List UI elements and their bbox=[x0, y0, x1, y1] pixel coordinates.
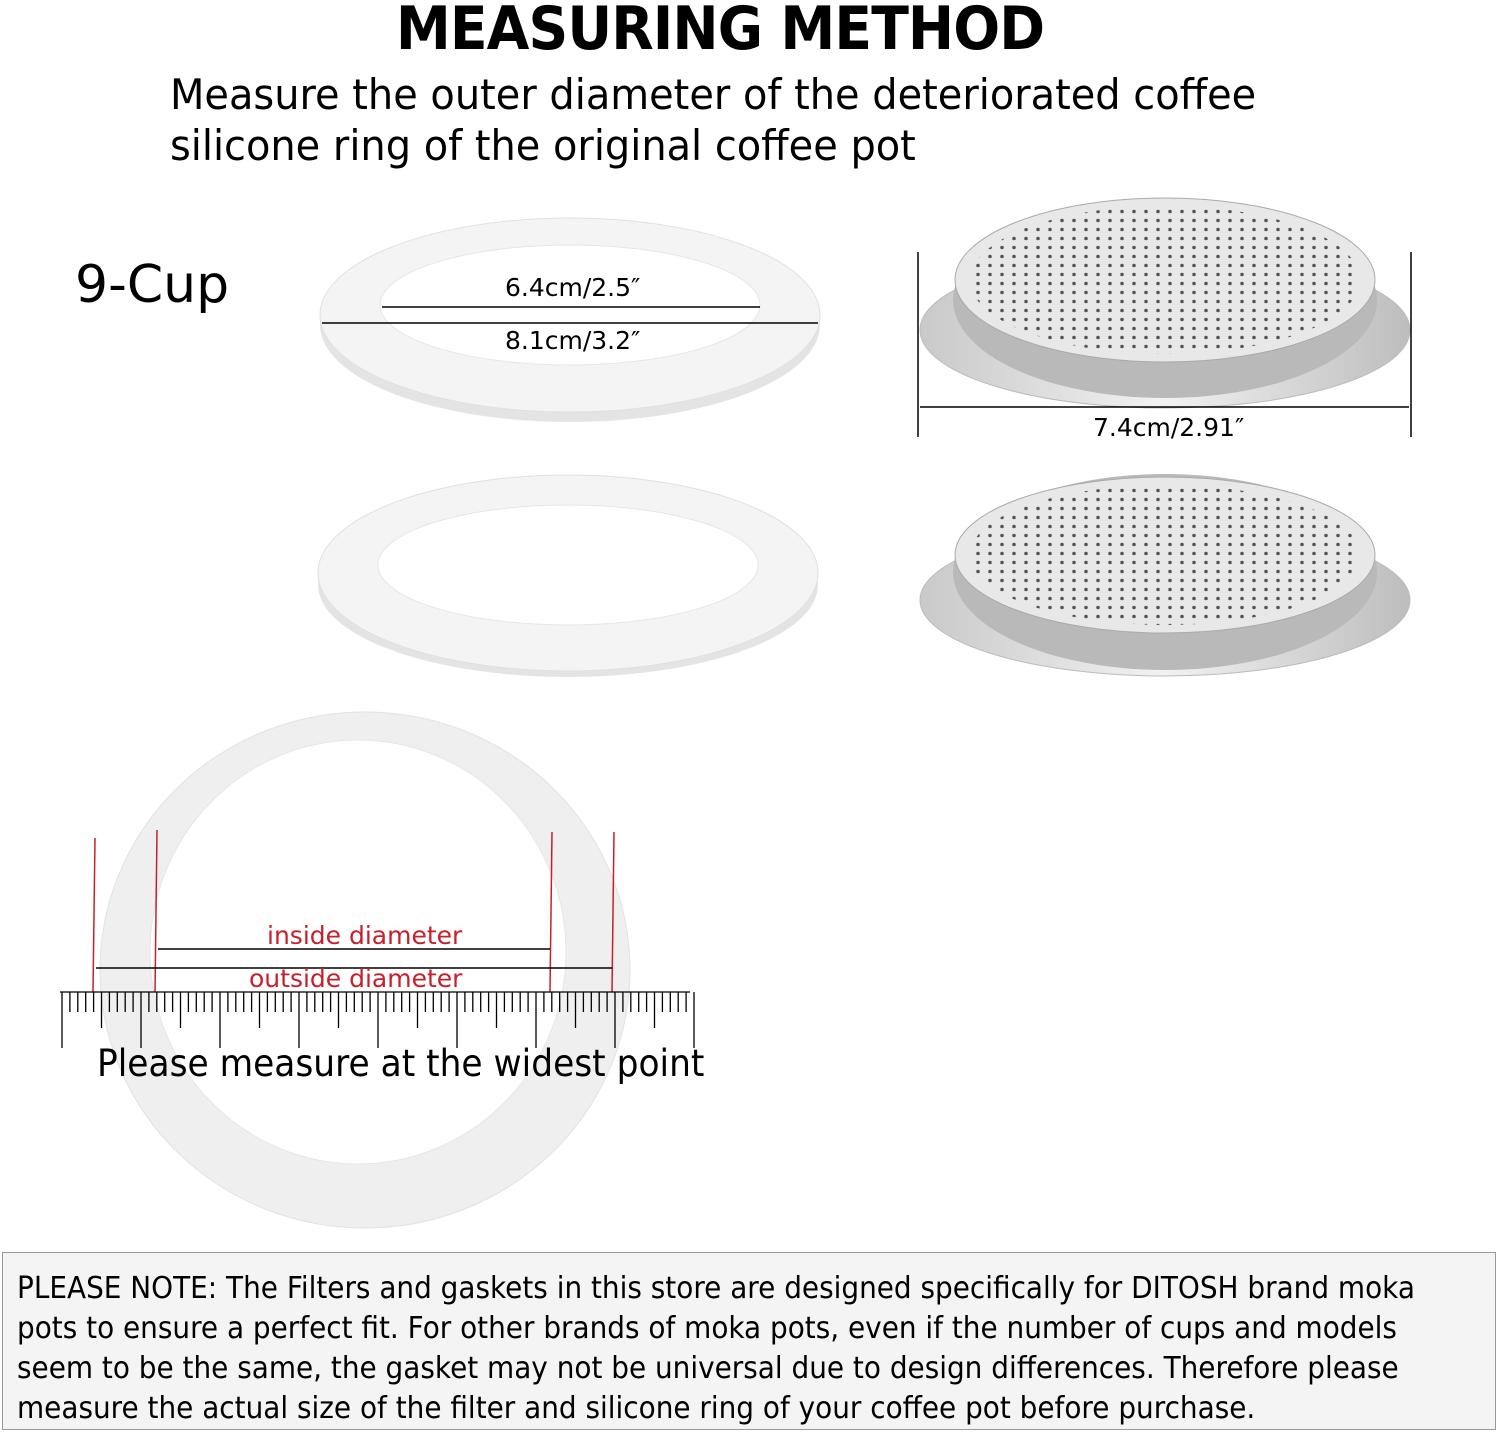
note-box: PLEASE NOTE: The Filters and gaskets in … bbox=[2, 1252, 1496, 1430]
outside-diameter-label: outside diameter bbox=[249, 964, 463, 993]
gasket-measure bbox=[60, 711, 695, 1229]
note-line: PLEASE NOTE: The Filters and gaskets in … bbox=[17, 1271, 1415, 1306]
subtitle-line-2: silicone ring of the original coffee pot bbox=[170, 121, 916, 170]
gasket-bottom bbox=[317, 474, 819, 677]
note-line: pots to ensure a perfect fit. For other … bbox=[17, 1311, 1397, 1346]
filter-bottom bbox=[919, 474, 1411, 677]
page-title: MEASURING METHOD bbox=[395, 0, 1045, 64]
gasket-top bbox=[319, 217, 821, 422]
subtitle-line-1: Measure the outer diameter of the deteri… bbox=[170, 70, 1257, 119]
filter-diameter-label: 7.4cm/2.91″ bbox=[1093, 413, 1245, 442]
ruler bbox=[60, 991, 695, 1048]
measure-instruction: Please measure at the widest point bbox=[97, 1042, 705, 1085]
outer-diameter-label: 8.1cm/3.2″ bbox=[505, 326, 641, 355]
inside-diameter-label: inside diameter bbox=[267, 921, 463, 950]
note-line: measure the actual size of the filter an… bbox=[17, 1391, 1256, 1426]
inner-diameter-label: 6.4cm/2.5″ bbox=[505, 273, 641, 302]
note-line: seem to be the same, the gasket may not … bbox=[17, 1351, 1399, 1386]
model-label: 9-Cup bbox=[75, 255, 230, 315]
filter-top bbox=[917, 197, 1412, 437]
